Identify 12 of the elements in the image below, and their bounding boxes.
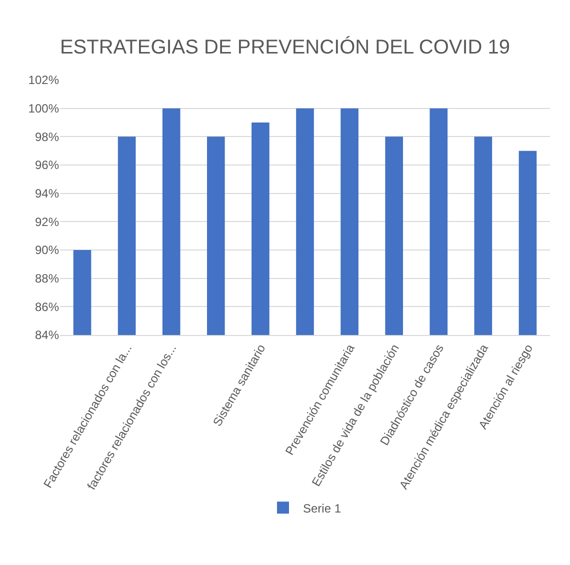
y-tick-label: 94% [34, 186, 60, 201]
chart-title: ESTRATEGIAS DE PREVENCIÓN DEL COVID 19 [60, 36, 510, 59]
y-tick-label: 98% [34, 130, 60, 144]
y-tick-label: 86% [34, 300, 60, 314]
y-tick-label: 90% [34, 243, 60, 258]
y-tick-label: 92% [34, 214, 60, 229]
y-tick-label: 88% [34, 272, 60, 286]
legend-label: Serie 1 [303, 501, 342, 516]
y-tick-label: 100% [28, 102, 60, 116]
y-tick-label: 102% [28, 73, 60, 88]
y-tick-label: 96% [34, 158, 60, 172]
y-tick-label: 84% [34, 328, 60, 342]
